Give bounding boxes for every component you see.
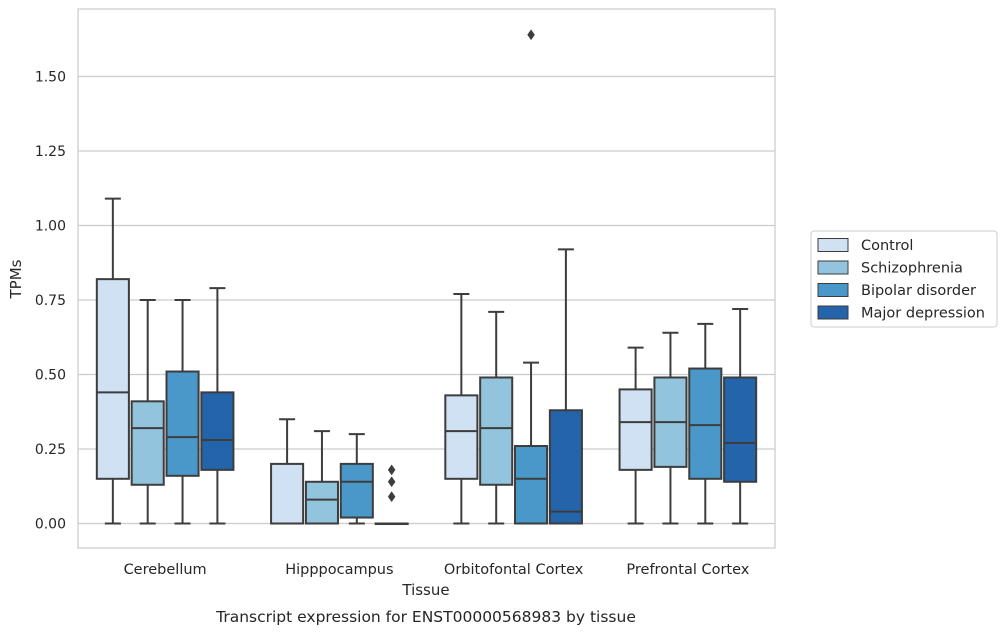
box-3-2: [548, 248, 583, 525]
y-tick-label: 1.00: [35, 219, 66, 235]
legend-label: Major depression: [861, 306, 985, 322]
legend-label: Bipolar disorder: [861, 283, 976, 299]
box-iqr: [688, 367, 723, 480]
box-0-3: [618, 346, 653, 525]
legend-label: Schizophrenia: [861, 261, 963, 277]
box-1-1: [304, 430, 339, 525]
legend-label: Control: [861, 238, 913, 254]
box-iqr: [723, 376, 758, 483]
box-iqr: [514, 445, 549, 525]
y-tick-label: 0.00: [35, 517, 66, 533]
x-tick-label: Orbitofontal Cortex: [444, 562, 584, 578]
box-iqr: [270, 462, 305, 525]
x-tick-label: Cerebellum: [124, 562, 207, 578]
y-tick-label: 0.50: [35, 368, 66, 384]
y-tick-label: 0.75: [35, 293, 66, 309]
box-3-3: [723, 307, 758, 525]
box-2-2: [514, 29, 549, 525]
legend-swatch: [817, 260, 849, 275]
legend-frame: [810, 230, 998, 328]
outlier-point: [387, 464, 396, 476]
y-tick-label: 1.25: [35, 144, 66, 160]
box-iqr: [479, 376, 514, 486]
legend-swatch: [817, 283, 849, 297]
legend-swatch: [817, 305, 849, 320]
box-iqr: [548, 409, 583, 525]
x-tick-label: Prefrontal Cortex: [626, 562, 749, 578]
box-1-3: [653, 331, 688, 525]
box-0-2: [444, 293, 479, 525]
box-0-0: [95, 197, 130, 525]
y-tick-label: 0.25: [35, 442, 66, 458]
y-tick-labels: 0.00 0.25 0.50 0.75 1.00 1.25 1.50: [35, 70, 66, 533]
legend-swatch: [817, 238, 849, 252]
box-iqr: [339, 462, 374, 519]
box-iqr: [618, 388, 653, 471]
box-1-2: [479, 310, 514, 525]
outlier-point: [387, 491, 396, 503]
x-tick-label: Hipppocampus: [285, 562, 393, 578]
box-2-0: [165, 299, 200, 525]
box-iqr: [165, 370, 200, 477]
chart-title: Transcript expression for ENST0000056898…: [215, 608, 636, 626]
x-tick-labels: Cerebellum Hipppocampus Orbitofontal Corte…: [124, 562, 750, 578]
y-tick-label: 1.50: [35, 70, 66, 86]
plot-area-frame: [77, 8, 776, 549]
box-3-1: [374, 464, 409, 525]
box-iqr: [95, 278, 130, 480]
legend: Control Schizophrenia Bipolar disorder Majo…: [810, 230, 998, 328]
box-0-1: [270, 418, 305, 525]
box-iqr: [130, 400, 165, 486]
box-series-layer: [95, 29, 758, 525]
y-axis-label: TPMs: [7, 259, 25, 299]
box-2-1: [339, 433, 374, 525]
box-2-3: [688, 322, 723, 525]
box-3-0: [200, 287, 235, 525]
box-iqr: [200, 391, 235, 471]
box-1-0: [130, 299, 165, 525]
outlier-point: [387, 476, 396, 488]
outlier-point: [527, 29, 535, 41]
x-axis-label: Tissue: [401, 581, 449, 599]
box-iqr: [304, 480, 339, 525]
box-iqr: [444, 394, 479, 480]
